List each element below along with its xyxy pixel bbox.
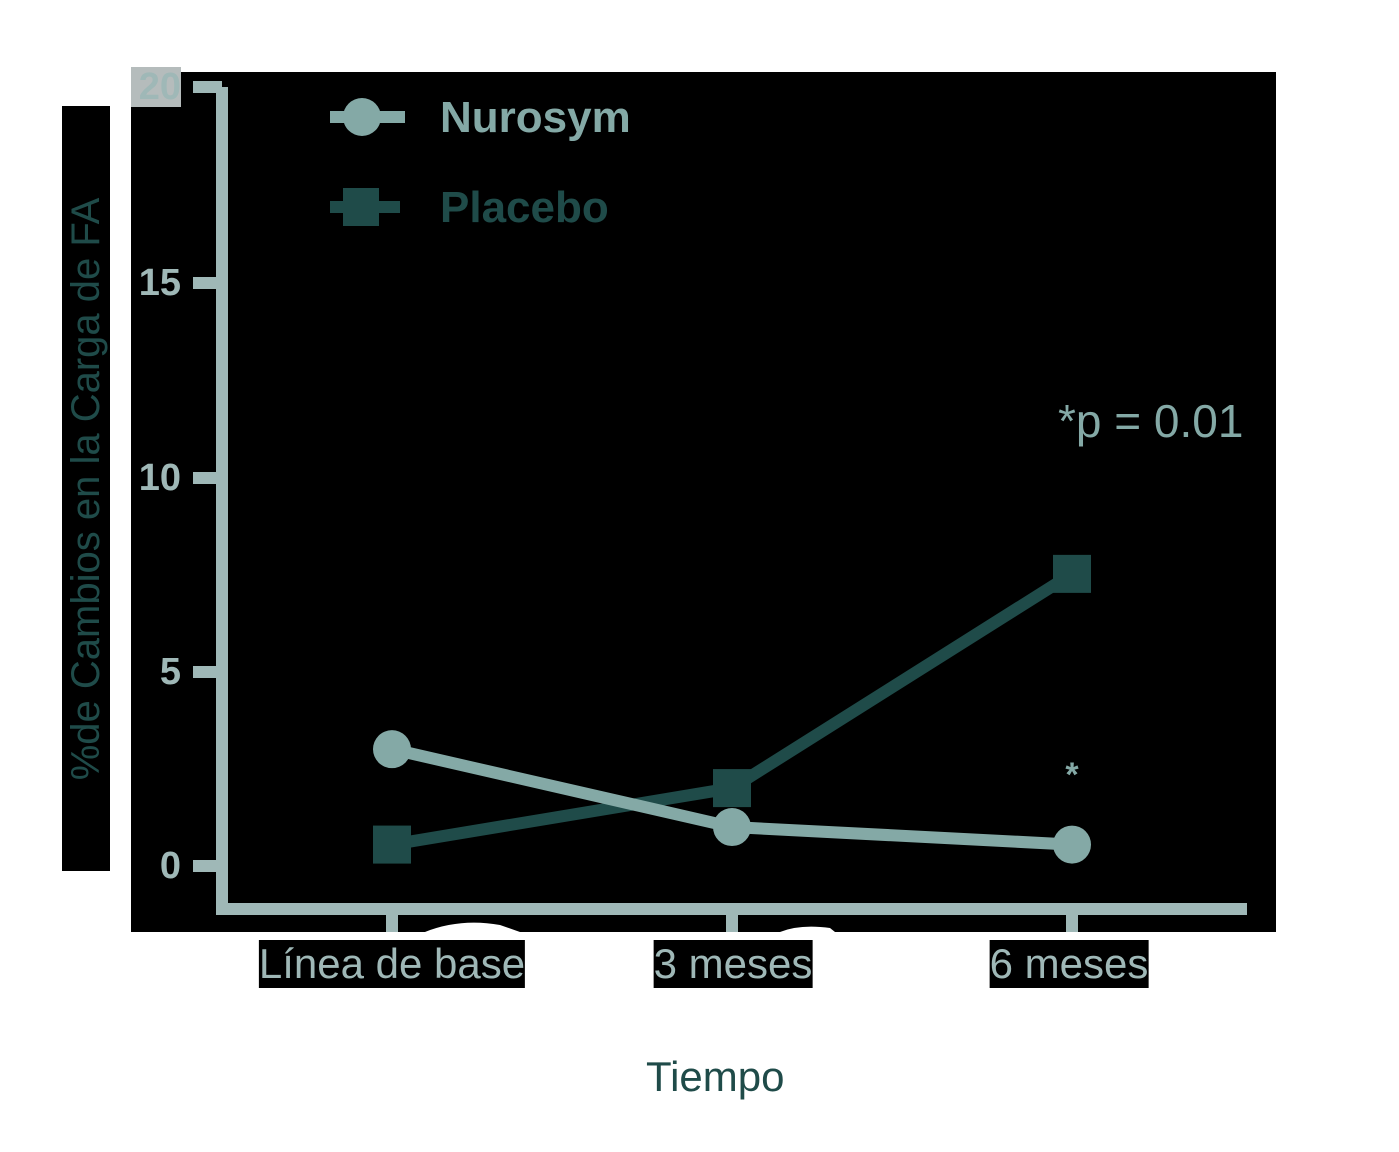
y-axis-title: %de Cambios en la Carga de FA — [64, 197, 108, 780]
data-point-marker — [373, 825, 411, 864]
data-point-marker — [1053, 554, 1091, 593]
ytick-5: 5 — [159, 651, 181, 693]
legend-placebo-symbol — [330, 188, 400, 226]
ytick-10: 10 — [138, 457, 181, 499]
ytick-0: 0 — [159, 845, 181, 887]
data-point-marker — [1053, 825, 1091, 864]
significance-asterisk: * — [1065, 756, 1079, 794]
data-point-marker — [713, 808, 751, 847]
xtick-6-months: 6 meses — [989, 940, 1149, 988]
series-placebo — [373, 554, 1091, 864]
xtick-baseline: Línea de base — [258, 940, 526, 988]
x-axis — [216, 903, 1247, 932]
x-axis-title: Tiempo — [644, 1052, 787, 1102]
plot-background — [131, 72, 1276, 932]
series-nurosym — [373, 730, 1091, 864]
legend-nurosym-symbol — [330, 98, 405, 136]
legend-label-placebo: Placebo — [440, 183, 609, 232]
data-point-marker — [373, 730, 411, 769]
xtick-3-months: 3 meses — [653, 940, 813, 988]
y-axis-title-box: %de Cambios en la Carga de FA — [62, 106, 110, 871]
ytick-20: 20 — [131, 67, 181, 107]
legend-label-nurosym: Nurosym — [440, 93, 631, 142]
y-axis — [193, 81, 228, 909]
data-point-marker — [713, 769, 751, 808]
p-value-annotation: *p = 0.01 — [1058, 395, 1244, 447]
ytick-15: 15 — [138, 262, 181, 304]
